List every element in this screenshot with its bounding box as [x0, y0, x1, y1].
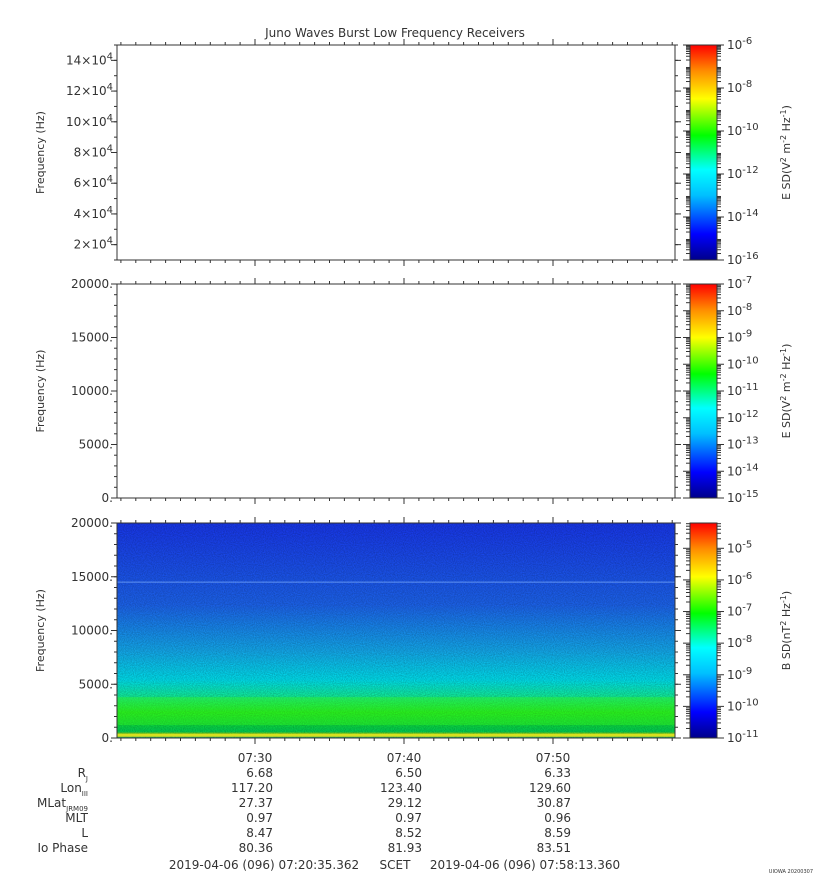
ephemeris-value: 29.12	[388, 796, 422, 810]
ephemeris-value: 30.87	[537, 796, 571, 810]
ephemeris-row-label: MLatJRM09	[37, 796, 88, 813]
plot-frame	[116, 44, 676, 261]
colorbar	[690, 523, 717, 738]
colorbar-label: E SD(V2 m-2 Hz-1)	[779, 105, 793, 200]
colorbar-tick-label: 10-10	[727, 122, 759, 138]
ephemeris-value: 117.20	[231, 781, 273, 795]
y-axis-label: Frequency (Hz)	[34, 589, 47, 672]
ephemeris-row-label: LonIII	[60, 781, 88, 798]
ephemeris-value: 6.50	[395, 766, 422, 780]
ephemeris-value: 0.96	[544, 811, 571, 825]
spectrogram-noise	[117, 523, 675, 738]
colorbar-tick-label: 10-9	[727, 666, 752, 682]
ephemeris-table: RJ 6.68 6.50 6.33 LonIII 117.20 123.40 129.60 ML…	[37, 766, 571, 855]
colorbar-frame	[689, 522, 718, 739]
time-tick-label: 07:30	[238, 751, 273, 765]
y-tick-label: 8×104	[74, 144, 113, 160]
y-tick-label: 5000.	[79, 677, 113, 691]
colorbar-tick-label: 10-14	[727, 208, 759, 224]
time-label: SCET	[380, 858, 412, 872]
colorbar-label: B SD(nT2 Hz-1)	[779, 591, 793, 670]
colorbar-tick-label: 10-10	[727, 697, 759, 713]
colorbar-tick-label: 10-11	[727, 729, 759, 745]
colorbar-tick-label: 10-16	[727, 251, 759, 267]
y-axis-label: Frequency (Hz)	[34, 350, 47, 433]
panel-2: 0. 5000. 10000. 15000. 20000. Frequency (Hz) 1…	[34, 275, 793, 505]
colorbar	[690, 284, 717, 498]
ephemeris-value: 123.40	[380, 781, 422, 795]
colorbar-tick-label: 10-8	[727, 79, 752, 95]
y-tick-label: 10000.	[71, 384, 113, 398]
time-axis: 07:30 07:40 07:50	[238, 751, 571, 765]
ephemeris-row-label: L	[81, 826, 88, 840]
uiowa-stamp: UIOWA 20200307	[769, 869, 813, 875]
ephemeris-value: 8.47	[246, 826, 273, 840]
colorbar-tick-label: 10-11	[727, 382, 759, 398]
ephemeris-value: 129.60	[529, 781, 571, 795]
y-tick-label: 4×104	[74, 205, 113, 221]
chart-title: Juno Waves Burst Low Frequency Receivers	[264, 26, 525, 40]
ephemeris-value: 0.97	[395, 811, 422, 825]
ephemeris-value: 8.59	[544, 826, 571, 840]
ephemeris-row-label: MLT	[65, 811, 88, 825]
colorbar-label: E SD(V2 m-2 Hz-1)	[779, 344, 793, 439]
time-end: 2019-04-06 (096) 07:58:13.360	[430, 858, 620, 872]
panel-1: 2×104 4×104 6×104 8×104 10×104 12×104 14×104 Fr…	[34, 36, 793, 267]
time-tick-label: 07:50	[536, 751, 571, 765]
colorbar-tick-label: 10-8	[727, 634, 752, 650]
colorbar-tick-label: 10-13	[727, 436, 759, 452]
colorbar-tick-label: 10-7	[727, 275, 752, 291]
y-tick-label: 15000.	[71, 331, 113, 345]
y-tick-label: 20000.	[71, 277, 113, 291]
spectrogram-band	[117, 697, 675, 726]
plot-frame	[116, 283, 676, 499]
time-tick-label: 07:40	[387, 751, 422, 765]
colorbar	[690, 45, 717, 260]
y-tick-label: 10×104	[66, 113, 113, 129]
ephemeris-row-label: RJ	[78, 766, 88, 783]
colorbar-tick-label: 10-7	[727, 603, 752, 619]
y-tick-label: 5000.	[79, 438, 113, 452]
colorbar-tick-label: 10-14	[727, 462, 759, 478]
ephemeris-value: 8.52	[395, 826, 422, 840]
colorbar-tick-label: 10-10	[727, 355, 759, 371]
colorbar-tick-label: 10-6	[727, 571, 752, 587]
colorbar-tick-label: 10-6	[727, 36, 752, 52]
y-tick-label: 10000.	[71, 624, 113, 638]
y-axis-label: Frequency (Hz)	[34, 111, 47, 194]
ephemeris-value: 27.37	[239, 796, 273, 810]
ephemeris-value: 80.36	[239, 841, 273, 855]
colorbar-tick-label: 10-15	[727, 489, 759, 505]
y-tick-label: 0.	[102, 731, 113, 745]
ephemeris-value: 6.33	[544, 766, 571, 780]
ephemeris-value: 0.97	[246, 811, 273, 825]
spectrogram-floor	[117, 733, 675, 737]
time-start: 2019-04-06 (096) 07:20:35.362	[169, 858, 359, 872]
y-tick-label: 20000.	[71, 516, 113, 530]
ephemeris-value: 6.68	[246, 766, 273, 780]
y-tick-label: 6×104	[74, 174, 113, 190]
ephemeris-value: 81.93	[388, 841, 422, 855]
colorbar-tick-label: 10-12	[727, 409, 759, 425]
y-tick-label: 15000.	[71, 570, 113, 584]
colorbar-tick-label: 10-9	[727, 329, 752, 345]
panel-3: 0. 5000. 10000. 15000. 20000. Frequency (Hz) 1…	[34, 516, 793, 745]
y-tick-label: 2×104	[74, 236, 113, 252]
ephemeris-value: 83.51	[537, 841, 571, 855]
panels: 2×104 4×104 6×104 8×104 10×104 12×104 14×104 Fr…	[34, 36, 793, 745]
colorbar-tick-label: 10-12	[727, 165, 759, 181]
colorbar-tick-label: 10-5	[727, 539, 752, 555]
colorbar-frame	[689, 44, 718, 261]
ephemeris-row-label: Io Phase	[37, 841, 88, 855]
y-tick-label: 0.	[102, 491, 113, 505]
y-tick-label: 12×104	[66, 82, 113, 98]
colorbar-tick-label: 10-8	[727, 302, 752, 318]
y-tick-label: 14×104	[66, 51, 113, 67]
